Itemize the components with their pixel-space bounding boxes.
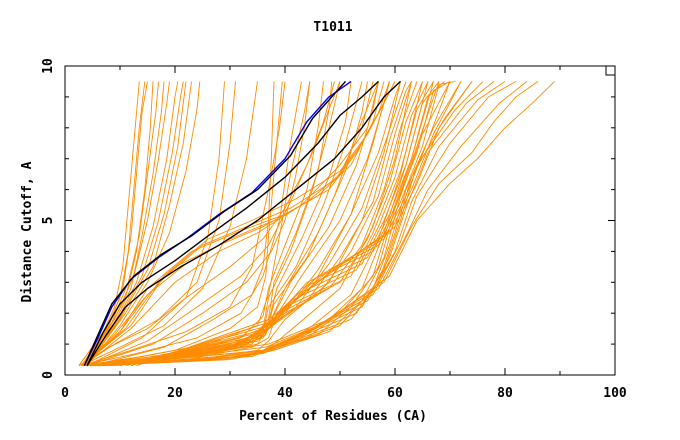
series-line	[86, 81, 341, 367]
y-tick-label: 5	[41, 217, 56, 225]
series-line	[81, 81, 236, 367]
series-line	[81, 81, 396, 367]
highlight-line	[86, 80, 379, 367]
highlight-line	[83, 80, 352, 367]
chart-title: T1011	[313, 20, 352, 35]
series-line	[108, 81, 539, 367]
y-tick-label: 0	[41, 371, 56, 379]
series-line	[106, 81, 528, 367]
series-line	[125, 81, 451, 367]
highlight-line	[86, 80, 401, 367]
series-line	[86, 81, 363, 367]
series-line	[86, 81, 335, 367]
x-tick-label: 20	[167, 386, 183, 401]
series-line	[136, 81, 473, 367]
series-line	[92, 81, 283, 367]
series-line	[111, 81, 429, 367]
corner-marker	[605, 65, 616, 76]
series-line	[84, 81, 379, 367]
series-line	[83, 81, 170, 366]
background-series	[78, 80, 555, 367]
x-tick-label: 80	[497, 386, 513, 401]
series-line	[86, 81, 187, 366]
series-line	[100, 81, 495, 367]
series-line	[97, 81, 401, 367]
series-line	[108, 81, 555, 367]
series-line	[83, 81, 184, 366]
x-axis-label: Percent of Residues (CA)	[239, 409, 427, 424]
series-line	[92, 81, 275, 367]
axis-ticks	[64, 65, 616, 376]
series-line	[86, 81, 201, 366]
x-tick-label: 60	[387, 386, 403, 401]
y-tick-label: 10	[41, 58, 56, 74]
series-line	[81, 81, 286, 367]
series-line	[86, 81, 192, 366]
series-line	[86, 81, 324, 367]
series-line	[81, 81, 396, 367]
tick-labels: 0 20 40 60 80 100 0 5 10	[41, 58, 627, 401]
x-tick-label: 100	[603, 386, 627, 401]
series-line	[130, 81, 462, 367]
series-line	[119, 80, 456, 367]
series-line	[81, 81, 148, 366]
series-line	[100, 81, 484, 367]
series-line	[103, 81, 506, 367]
y-axis-label: Distance Cutoff, A	[20, 161, 35, 302]
series-line	[81, 81, 159, 366]
series-line	[86, 81, 311, 367]
x-tick-label: 0	[61, 386, 69, 401]
highlight-line	[83, 80, 347, 366]
series-line	[97, 81, 473, 367]
series-line	[81, 81, 258, 367]
x-tick-label: 40	[277, 386, 293, 401]
highlight-series	[83, 80, 401, 367]
